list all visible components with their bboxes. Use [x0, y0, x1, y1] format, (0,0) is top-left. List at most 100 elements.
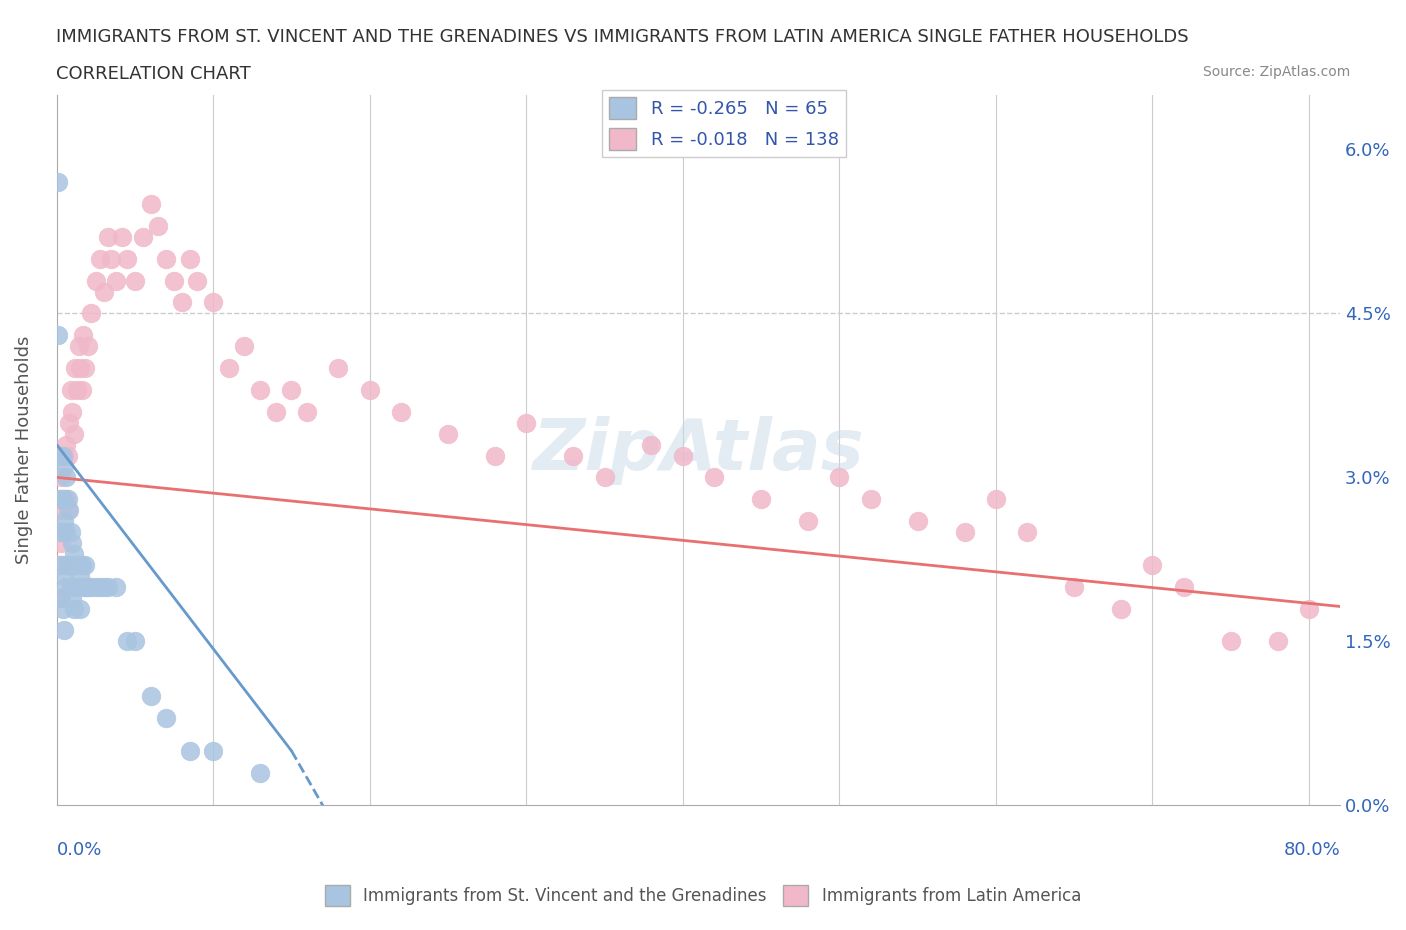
Point — [148, 219, 170, 233]
Text: Source: ZipAtlas.com: Source: ZipAtlas.com — [1202, 65, 1350, 79]
Point — [53, 513, 76, 528]
Point — [84, 579, 107, 594]
Point — [280, 382, 302, 397]
Legend: Immigrants from St. Vincent and the Grenadines, Immigrants from Latin America: Immigrants from St. Vincent and the Gren… — [318, 879, 1088, 912]
Point — [66, 382, 89, 397]
Point — [170, 295, 193, 310]
Point — [75, 579, 97, 594]
Point — [111, 230, 134, 245]
Point — [77, 579, 100, 594]
Point — [828, 470, 851, 485]
Point — [155, 711, 177, 725]
Point — [58, 503, 80, 518]
Point — [186, 273, 208, 288]
Point — [67, 557, 90, 572]
Point — [48, 492, 70, 507]
Point — [56, 492, 79, 507]
Point — [55, 525, 77, 539]
Point — [48, 492, 70, 507]
Text: 80.0%: 80.0% — [1284, 841, 1340, 859]
Point — [55, 579, 77, 594]
Point — [264, 405, 287, 419]
Point — [115, 251, 138, 266]
Point — [65, 361, 87, 376]
Point — [48, 448, 70, 463]
Point — [218, 361, 240, 376]
Point — [179, 251, 201, 266]
Point — [63, 426, 86, 441]
Point — [55, 470, 77, 485]
Point — [89, 251, 111, 266]
Point — [53, 448, 76, 463]
Point — [233, 339, 256, 353]
Point — [52, 492, 75, 507]
Point — [48, 557, 70, 572]
Point — [65, 557, 87, 572]
Point — [93, 579, 115, 594]
Point — [77, 339, 100, 353]
Point — [1109, 601, 1132, 616]
Point — [56, 448, 79, 463]
Point — [1298, 601, 1320, 616]
Point — [437, 426, 460, 441]
Point — [51, 557, 73, 572]
Point — [249, 765, 271, 780]
Point — [115, 634, 138, 649]
Text: IMMIGRANTS FROM ST. VINCENT AND THE GRENADINES VS IMMIGRANTS FROM LATIN AMERICA : IMMIGRANTS FROM ST. VINCENT AND THE GREN… — [56, 28, 1189, 46]
Point — [124, 273, 146, 288]
Point — [359, 382, 381, 397]
Point — [72, 327, 94, 342]
Point — [60, 536, 83, 551]
Point — [53, 492, 76, 507]
Point — [202, 295, 225, 310]
Point — [163, 273, 186, 288]
Point — [51, 525, 73, 539]
Point — [53, 623, 76, 638]
Point — [389, 405, 412, 419]
Point — [72, 579, 94, 594]
Point — [97, 230, 120, 245]
Point — [69, 568, 91, 583]
Point — [52, 601, 75, 616]
Point — [132, 230, 155, 245]
Point — [67, 339, 90, 353]
Point — [105, 579, 128, 594]
Text: ZipAtlas: ZipAtlas — [533, 416, 865, 485]
Point — [48, 591, 70, 605]
Point — [52, 492, 75, 507]
Point — [52, 448, 75, 463]
Point — [73, 557, 96, 572]
Point — [69, 361, 91, 376]
Point — [53, 568, 76, 583]
Point — [1219, 634, 1241, 649]
Point — [672, 448, 695, 463]
Point — [59, 382, 82, 397]
Point — [63, 601, 86, 616]
Point — [797, 513, 820, 528]
Point — [105, 273, 128, 288]
Point — [640, 437, 662, 452]
Point — [58, 416, 80, 431]
Point — [100, 251, 122, 266]
Point — [53, 525, 76, 539]
Legend: R = -0.265   N = 65, R = -0.018   N = 138: R = -0.265 N = 65, R = -0.018 N = 138 — [602, 89, 846, 157]
Point — [59, 579, 82, 594]
Point — [70, 557, 93, 572]
Point — [56, 557, 79, 572]
Point — [46, 327, 69, 342]
Point — [515, 416, 537, 431]
Text: 0.0%: 0.0% — [56, 841, 103, 859]
Point — [179, 743, 201, 758]
Point — [484, 448, 506, 463]
Point — [249, 382, 271, 397]
Point — [46, 525, 69, 539]
Point — [60, 405, 83, 419]
Point — [328, 361, 350, 376]
Point — [562, 448, 585, 463]
Point — [93, 284, 115, 299]
Point — [70, 382, 93, 397]
Text: CORRELATION CHART: CORRELATION CHART — [56, 65, 252, 83]
Point — [97, 579, 120, 594]
Point — [51, 470, 73, 485]
Y-axis label: Single Father Households: Single Father Households — [15, 336, 32, 565]
